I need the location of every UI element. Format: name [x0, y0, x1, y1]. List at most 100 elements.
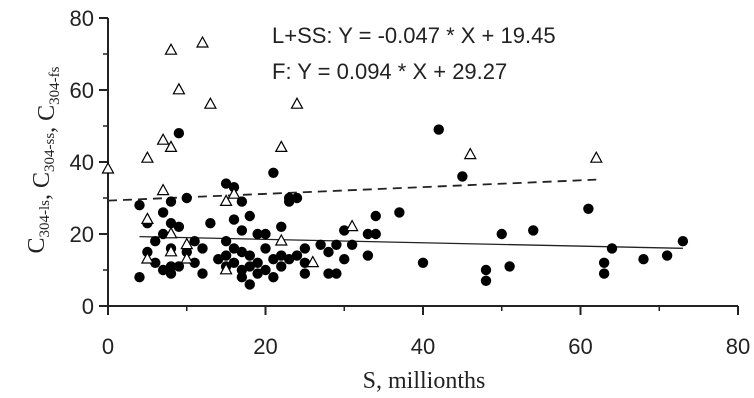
y-ticks: 0 20 40 60 80 — [70, 6, 108, 319]
fit-line-f — [107, 178, 597, 202]
data-point-circle — [173, 261, 185, 272]
data-point-circle — [276, 261, 287, 272]
data-point-circle — [606, 243, 618, 254]
data-point-circle — [197, 243, 208, 254]
y-tick-label: 60 — [70, 78, 94, 103]
data-point-circle — [244, 279, 255, 290]
data-point-circle — [244, 261, 255, 272]
data-point-circle — [677, 236, 689, 247]
x-tick-label: 40 — [411, 334, 435, 359]
data-point-circle — [189, 257, 200, 268]
data-point-triangle — [140, 150, 154, 163]
data-point-triangle — [180, 251, 194, 264]
data-point-circle — [165, 218, 177, 229]
y-axis-label: C304-ls, C304-ss, C304-fs — [24, 66, 63, 253]
data-point-circle — [134, 272, 145, 283]
data-point-circle — [268, 167, 279, 178]
data-point-circle — [283, 254, 295, 265]
annotation-f-equation: F: Y = 0.094 * X + 29.27 — [272, 59, 507, 84]
data-point-circle — [291, 192, 303, 204]
data-point-circle — [480, 264, 492, 276]
data-point-circle — [480, 275, 492, 286]
data-point-circle — [220, 250, 232, 261]
data-point-circle — [252, 268, 263, 279]
y-label-part: , C — [34, 105, 60, 133]
data-point-circle — [638, 254, 649, 265]
annotation-ls-ss-equation: L+SS: Y = -0.047 * X + 19.45 — [272, 23, 556, 48]
data-point-circle — [283, 192, 295, 204]
data-point-triangle — [306, 255, 320, 268]
data-point-circle — [173, 128, 185, 139]
data-point-circle — [165, 196, 177, 207]
data-point-circle — [362, 228, 374, 240]
data-point-triangle — [164, 140, 178, 152]
x-axis-label: S, millionths — [363, 368, 486, 394]
data-point-circle — [433, 124, 444, 135]
data-point-circle — [346, 239, 358, 250]
data-point-triangle — [101, 161, 115, 174]
y-label-part: , C — [29, 172, 55, 200]
data-point-circle — [299, 243, 311, 254]
data-point-triangle — [589, 150, 603, 163]
data-point-circle — [291, 250, 303, 261]
data-point-circle — [339, 254, 350, 265]
data-point-circle — [598, 257, 610, 268]
data-point-circle — [157, 207, 169, 218]
data-point-circle — [528, 225, 539, 236]
data-point-circle — [661, 250, 673, 261]
y-label-subscript: 304-fs — [47, 66, 63, 104]
data-point-triangle — [140, 212, 154, 224]
data-point-triangle — [172, 82, 186, 95]
x-tick-label: 60 — [568, 334, 592, 359]
plot-area: 0 20 40 60 80 0 20 40 60 80 — [70, 6, 751, 359]
data-point-triangle — [195, 35, 210, 48]
y-tick-label: 0 — [82, 294, 94, 319]
data-point-circle — [252, 257, 263, 268]
data-point-triangle — [180, 237, 194, 250]
data-point-circle — [417, 257, 429, 268]
data-point-triangle — [274, 140, 288, 152]
data-point-triangle — [164, 226, 178, 239]
data-point-circle — [150, 236, 161, 247]
data-point-circle — [213, 254, 224, 265]
data-point-circle — [299, 268, 311, 279]
data-point-circle — [165, 268, 177, 279]
data-point-circle — [315, 239, 326, 250]
data-point-circle — [205, 218, 216, 229]
data-point-circle — [236, 272, 248, 283]
data-point-circle — [323, 246, 334, 258]
data-point-circle — [252, 228, 263, 240]
data-point-circle — [181, 192, 192, 204]
data-point-circle — [150, 257, 161, 268]
x-ticks: 0 20 40 60 80 — [102, 306, 750, 359]
data-point-circle — [323, 268, 334, 279]
data-point-circle — [244, 250, 255, 261]
data-point-triangle — [274, 233, 288, 246]
data-point-circle — [260, 243, 271, 254]
data-point-circle — [228, 214, 240, 225]
data-point-circle — [457, 171, 468, 182]
data-point-circle — [228, 243, 240, 254]
y-label-subscript: 304-ls — [37, 200, 53, 238]
y-tick-label: 40 — [70, 150, 94, 175]
x-tick-label: 80 — [726, 334, 750, 359]
data-point-circle — [276, 250, 287, 261]
x-tick-label: 20 — [253, 334, 277, 359]
data-point-circle — [370, 210, 381, 222]
data-point-circle — [157, 264, 169, 276]
data-point-triangle — [463, 147, 477, 160]
data-point-circle — [339, 225, 350, 236]
data-point-circle — [260, 264, 271, 276]
y-tick-label: 80 — [70, 6, 94, 31]
data-point-circle — [236, 246, 248, 258]
data-point-circle — [370, 228, 381, 240]
data-point-circle — [236, 264, 248, 276]
data-point-circle — [244, 210, 255, 222]
data-point-circle — [189, 236, 200, 247]
data-point-circle — [220, 178, 232, 189]
data-point-triangle — [140, 251, 154, 264]
data-point-circle — [496, 228, 507, 240]
data-point-triangle — [164, 244, 178, 257]
data-point-circle — [134, 200, 145, 211]
data-point-circle — [228, 257, 240, 268]
